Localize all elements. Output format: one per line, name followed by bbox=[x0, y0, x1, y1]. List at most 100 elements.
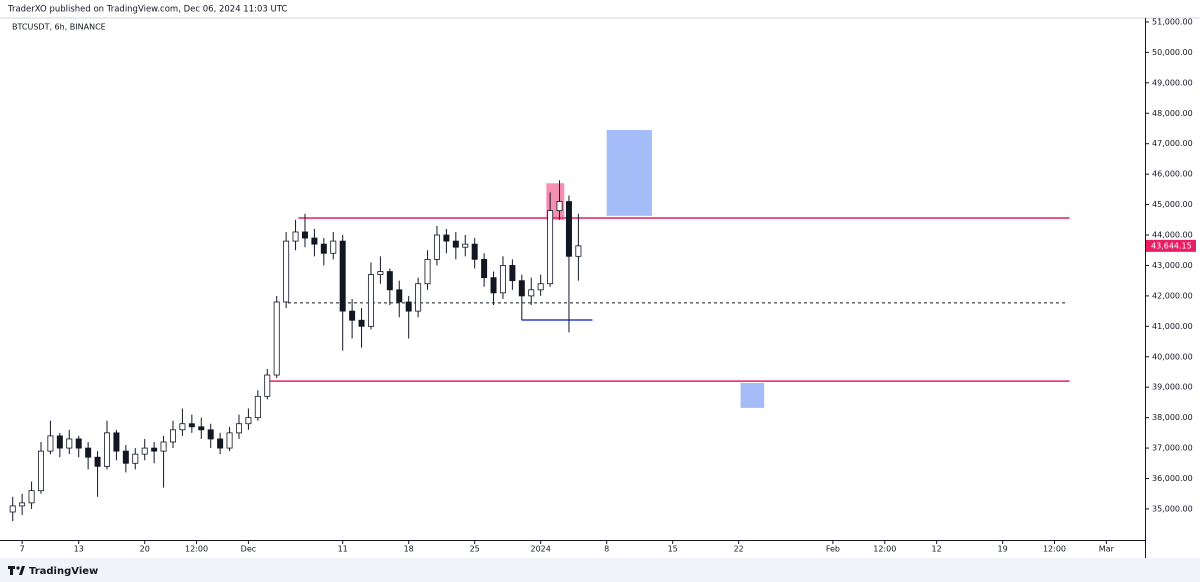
candle-body bbox=[537, 283, 544, 291]
footer-bar bbox=[0, 558, 1200, 582]
x-tick-label: 12:00 bbox=[873, 545, 896, 554]
candle-body bbox=[367, 274, 374, 327]
candle-body bbox=[66, 438, 73, 449]
last-price-label: 43,644.15 bbox=[1151, 241, 1192, 250]
candle-body bbox=[9, 505, 16, 513]
candle-body bbox=[499, 265, 506, 294]
candle-body bbox=[311, 237, 318, 245]
x-tick-label: 7 bbox=[20, 545, 25, 554]
x-tick-label: 15 bbox=[668, 545, 678, 554]
candle-body bbox=[452, 240, 459, 248]
candle-body bbox=[113, 432, 120, 452]
candle-body bbox=[141, 447, 148, 455]
x-tick-label: 2024 bbox=[530, 545, 550, 554]
y-tick-label: 43,000.00 bbox=[1152, 261, 1193, 270]
y-tick-label: 48,000.00 bbox=[1152, 109, 1193, 118]
candle-body bbox=[245, 417, 252, 425]
candle-body bbox=[160, 441, 167, 452]
publish-header: TraderXO published on TradingView.com, D… bbox=[7, 5, 287, 15]
y-tick-label: 37,000.00 bbox=[1152, 444, 1193, 453]
candle-body bbox=[405, 301, 412, 312]
candle-body bbox=[273, 301, 280, 376]
x-tick-label: 19 bbox=[998, 545, 1008, 554]
y-tick-label: 38,000.00 bbox=[1152, 413, 1193, 422]
candle-body bbox=[292, 231, 299, 242]
y-tick-label: 40,000.00 bbox=[1152, 352, 1193, 361]
candle-body bbox=[415, 283, 422, 312]
candle-body bbox=[320, 243, 327, 254]
candle-body bbox=[330, 240, 337, 254]
candle-body bbox=[151, 447, 158, 452]
candle-body bbox=[264, 374, 271, 397]
candle-body bbox=[339, 240, 346, 312]
y-tick-label: 45,000.00 bbox=[1152, 200, 1193, 209]
candle-body bbox=[386, 271, 393, 291]
x-tick-label: Mar bbox=[1099, 545, 1115, 554]
y-tick-label: 36,000.00 bbox=[1152, 474, 1193, 483]
symbol-title: BTCUSDT, 6h, BINANCE bbox=[12, 23, 106, 32]
candle-body bbox=[377, 271, 384, 275]
x-tick-label: 12 bbox=[932, 545, 942, 554]
candle-body bbox=[75, 438, 82, 449]
candle-body bbox=[132, 453, 139, 464]
x-tick-label: 22 bbox=[734, 545, 744, 554]
brand-logo bbox=[8, 566, 25, 575]
last-price-box bbox=[1146, 239, 1196, 252]
x-tick-label: 20 bbox=[140, 545, 150, 554]
candle-body bbox=[490, 277, 497, 294]
candle-body bbox=[518, 280, 525, 297]
candle-body bbox=[85, 447, 92, 458]
candle-body bbox=[547, 210, 554, 285]
candle-body bbox=[433, 234, 440, 260]
y-tick-label: 39,000.00 bbox=[1152, 383, 1193, 392]
y-tick-label: 49,000.00 bbox=[1152, 78, 1193, 87]
x-tick-label: 25 bbox=[470, 545, 480, 554]
brand-name: TradingView bbox=[29, 566, 98, 577]
y-tick-label: 35,000.00 bbox=[1152, 504, 1193, 513]
x-tick-label: 8 bbox=[604, 545, 609, 554]
y-tick-label: 47,000.00 bbox=[1152, 139, 1193, 148]
x-tick-label: 12:00 bbox=[185, 545, 208, 554]
y-tick-label: 46,000.00 bbox=[1152, 170, 1193, 179]
candle-body bbox=[509, 265, 516, 282]
candle-body bbox=[19, 502, 26, 507]
y-tick-label: 51,000.00 bbox=[1152, 17, 1193, 26]
x-tick-label: 18 bbox=[404, 545, 414, 554]
candle-body bbox=[424, 258, 431, 285]
candle-body bbox=[122, 450, 129, 464]
y-tick-label: 44,000.00 bbox=[1152, 231, 1193, 240]
candle-body bbox=[38, 450, 44, 492]
x-tick-label: 11 bbox=[338, 545, 348, 554]
candle-body bbox=[169, 429, 176, 443]
candle-body bbox=[528, 289, 535, 297]
candle-body bbox=[301, 231, 308, 239]
candle-body bbox=[56, 435, 63, 449]
candle-body bbox=[396, 289, 403, 303]
candle-body bbox=[103, 432, 110, 467]
candle-body bbox=[94, 456, 101, 467]
candle-body bbox=[575, 245, 582, 257]
candle-body bbox=[198, 426, 205, 431]
candle-body bbox=[207, 429, 214, 440]
candle-body bbox=[254, 395, 261, 419]
candle-body bbox=[462, 243, 469, 248]
candle-body bbox=[283, 240, 290, 303]
candle-body bbox=[443, 234, 450, 242]
x-tick-label: 13 bbox=[74, 545, 84, 554]
x-tick-label: 12:00 bbox=[1043, 545, 1066, 554]
zone bbox=[740, 382, 765, 408]
candle-body bbox=[471, 243, 478, 260]
candle-body bbox=[179, 423, 186, 431]
candle-body bbox=[235, 423, 242, 434]
x-tick-label: Feb bbox=[826, 545, 840, 554]
candle-body bbox=[28, 490, 35, 504]
candle-body bbox=[226, 432, 233, 449]
candle-body bbox=[481, 258, 488, 279]
candle-body bbox=[565, 201, 572, 257]
candle-body bbox=[47, 435, 54, 452]
candle-body bbox=[217, 438, 224, 449]
zone bbox=[606, 130, 652, 216]
candle-body bbox=[556, 201, 563, 212]
